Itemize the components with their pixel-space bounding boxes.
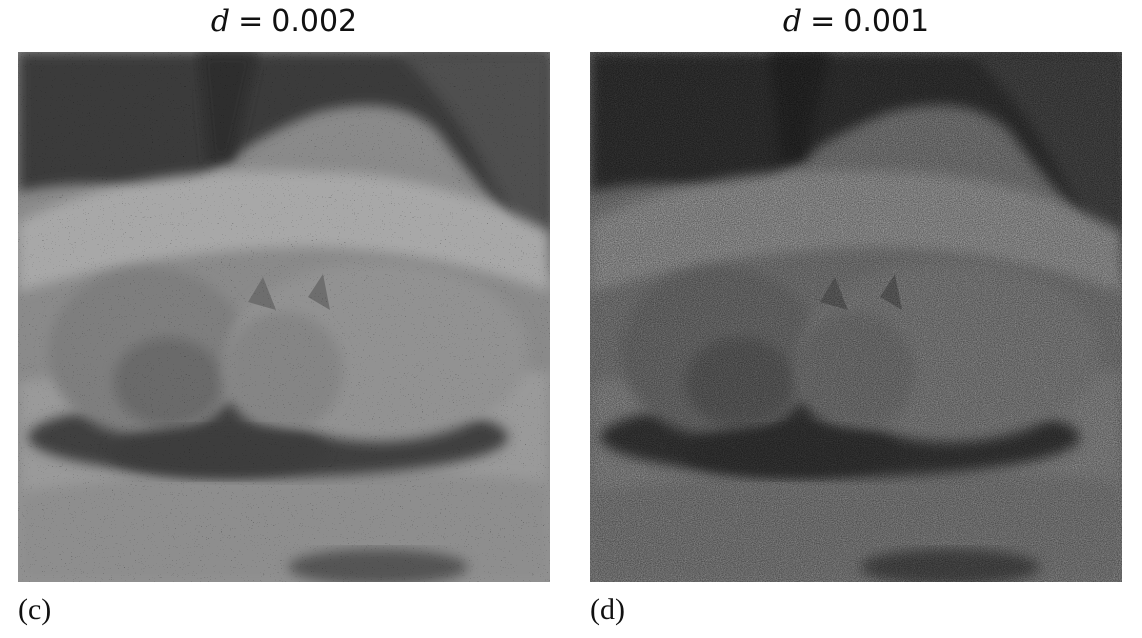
- stippled-photo-dark: [590, 52, 1122, 582]
- panel-caption: (c): [18, 593, 52, 626]
- title-value: 0.002: [271, 4, 358, 39]
- title-equals: =: [238, 4, 264, 39]
- panel-title: d = 0.002: [18, 2, 550, 42]
- title-equals: =: [810, 4, 836, 39]
- panel-c: d = 0.002 (c): [18, 0, 550, 638]
- panel-caption: (d): [590, 593, 625, 626]
- title-variable: d: [210, 4, 231, 39]
- title-variable: d: [782, 4, 803, 39]
- title-value: 0.001: [843, 4, 930, 39]
- panel-title: d = 0.001: [590, 2, 1122, 42]
- stippled-photo-light: [18, 52, 550, 582]
- panel-d: d = 0.001 (d): [590, 0, 1122, 638]
